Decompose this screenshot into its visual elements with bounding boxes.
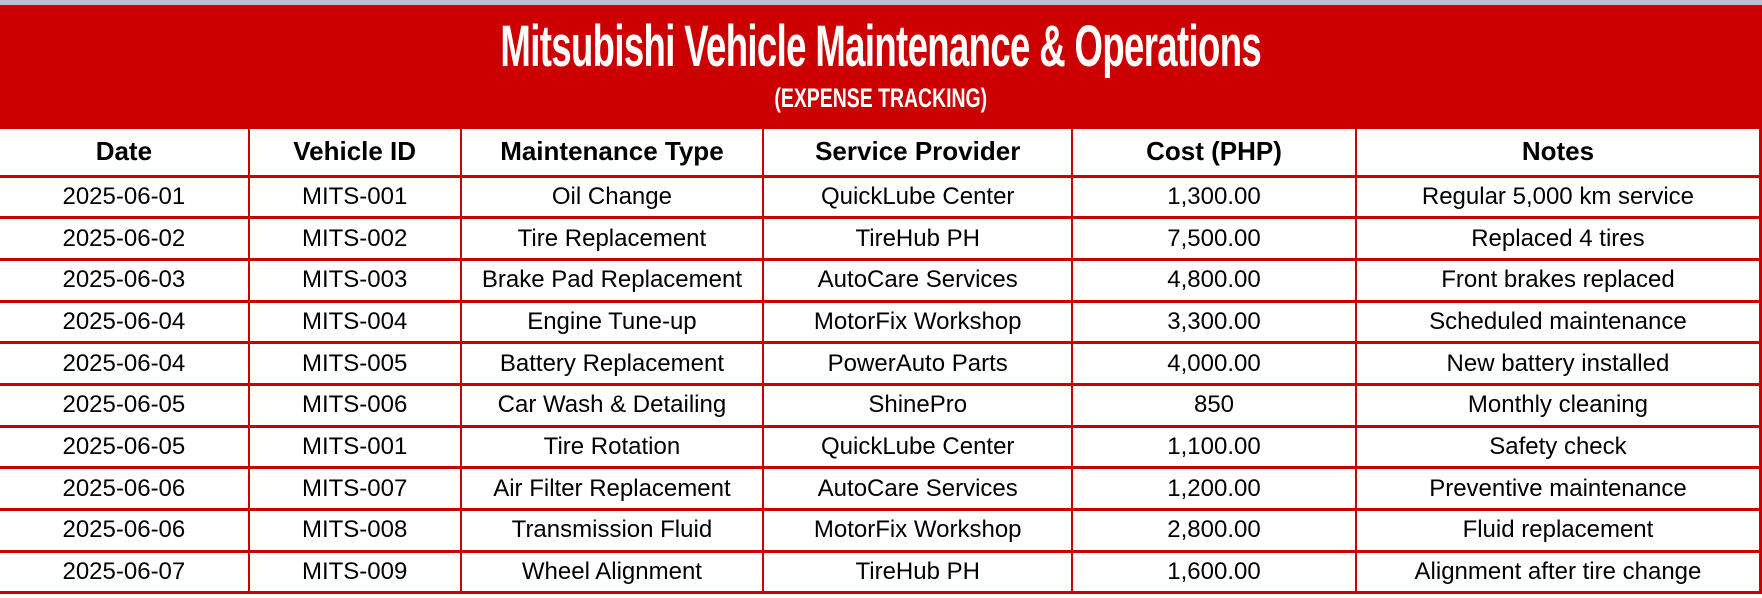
- table-cell: MITS-001: [247, 424, 462, 470]
- table-cell: 1,600.00: [1071, 549, 1357, 595]
- table-cell: Scheduled maintenance: [1354, 299, 1762, 345]
- top-edge-strip: [0, 0, 1762, 5]
- table-row: 2025-06-06 MITS-007 Air Filter Replacement…: [0, 466, 1762, 511]
- table-cell: AutoCare Services: [762, 466, 1074, 511]
- table-cell: MITS-001: [247, 174, 462, 220]
- column-header-vehicle-id: Vehicle ID: [247, 129, 462, 178]
- table-cell: MotorFix Workshop: [762, 299, 1074, 345]
- table-header: Date Vehicle ID Maintenance Type Service Pr…: [0, 129, 1762, 178]
- table-cell: Fluid replacement: [1354, 508, 1762, 553]
- table-cell: AutoCare Services: [762, 257, 1074, 303]
- column-header-service-provider: Service Provider: [762, 129, 1074, 178]
- column-header-maintenance-type: Maintenance Type: [459, 129, 765, 178]
- table-cell: 2,800.00: [1071, 508, 1357, 553]
- table-cell: Front brakes replaced: [1354, 257, 1762, 303]
- table-cell: Tire Replacement: [459, 216, 765, 261]
- table-row: 2025-06-04 MITS-005 Battery Replacement Pow…: [0, 341, 1762, 386]
- table-cell: 2025-06-02: [0, 216, 250, 261]
- table-cell: 2025-06-05: [0, 382, 250, 428]
- table-cell: TireHub PH: [762, 216, 1074, 261]
- table-cell: Engine Tune-up: [459, 299, 765, 345]
- table-cell: Monthly cleaning: [1354, 382, 1762, 428]
- table-cell: 7,500.00: [1071, 216, 1357, 261]
- table-cell: 2025-06-06: [0, 508, 250, 553]
- table-cell: Safety check: [1354, 424, 1762, 470]
- table-cell: Battery Replacement: [459, 341, 765, 386]
- table-cell: 1,200.00: [1071, 466, 1357, 511]
- table-cell: Transmission Fluid: [459, 508, 765, 553]
- table-cell: Alignment after tire change: [1354, 549, 1762, 595]
- table-cell: MITS-003: [247, 257, 462, 303]
- table-cell: 2025-06-06: [0, 466, 250, 511]
- table-cell: New battery installed: [1354, 341, 1762, 386]
- table-cell: 1,100.00: [1071, 424, 1357, 470]
- title-banner: Mitsubishi Vehicle Maintenance & Operati…: [0, 5, 1762, 129]
- table-cell: MITS-002: [247, 216, 462, 261]
- table-cell: QuickLube Center: [762, 424, 1074, 470]
- table-cell: Car Wash & Detailing: [459, 382, 765, 428]
- table-row: 2025-06-01 MITS-001 Oil Change QuickLube Ce…: [0, 174, 1762, 220]
- page-title: Mitsubishi Vehicle Maintenance & Operati…: [500, 14, 1262, 79]
- table-cell: Wheel Alignment: [459, 549, 765, 595]
- table-row: 2025-06-03 MITS-003 Brake Pad Replacement A…: [0, 257, 1762, 303]
- table-cell: Regular 5,000 km service: [1354, 174, 1762, 220]
- table-cell: 2025-06-04: [0, 341, 250, 386]
- table-row: 2025-06-06 MITS-008 Transmission Fluid Moto…: [0, 508, 1762, 553]
- table-row: 2025-06-02 MITS-002 Tire Replacement TireHu…: [0, 216, 1762, 261]
- table-cell: Preventive maintenance: [1354, 466, 1762, 511]
- table-cell: Air Filter Replacement: [459, 466, 765, 511]
- table-cell: PowerAuto Parts: [762, 341, 1074, 386]
- table-row: 2025-06-05 MITS-001 Tire Rotation QuickLube…: [0, 424, 1762, 470]
- table-cell: 2025-06-03: [0, 257, 250, 303]
- table-cell: MITS-009: [247, 549, 462, 595]
- table-cell: MITS-006: [247, 382, 462, 428]
- table-row: 2025-06-07 MITS-009 Wheel Alignment TireHub…: [0, 549, 1762, 595]
- table-cell: Brake Pad Replacement: [459, 257, 765, 303]
- table-body: 2025-06-01 MITS-001 Oil Change QuickLube Ce…: [0, 174, 1762, 595]
- table-row: 2025-06-04 MITS-004 Engine Tune-up MotorFix…: [0, 299, 1762, 345]
- table-cell: 2025-06-04: [0, 299, 250, 345]
- column-header-date: Date: [0, 129, 250, 178]
- table-cell: 2025-06-05: [0, 424, 250, 470]
- table-cell: 4,800.00: [1071, 257, 1357, 303]
- table-cell: MITS-008: [247, 508, 462, 553]
- page-subtitle: (EXPENSE TRACKING): [774, 83, 988, 113]
- column-header-notes: Notes: [1354, 129, 1762, 178]
- table-cell: MITS-007: [247, 466, 462, 511]
- table-cell: Replaced 4 tires: [1354, 216, 1762, 261]
- table-cell: 1,300.00: [1071, 174, 1357, 220]
- table-cell: MotorFix Workshop: [762, 508, 1074, 553]
- table-cell: 2025-06-07: [0, 549, 250, 595]
- table-cell: 3,300.00: [1071, 299, 1357, 345]
- table-cell: MITS-004: [247, 299, 462, 345]
- table-row: 2025-06-05 MITS-006 Car Wash & Detailing Sh…: [0, 382, 1762, 428]
- table-cell: QuickLube Center: [762, 174, 1074, 220]
- table-cell: ShinePro: [762, 382, 1074, 428]
- table-header-row: Date Vehicle ID Maintenance Type Service Pr…: [0, 129, 1762, 178]
- table-cell: 2025-06-01: [0, 174, 250, 220]
- table-cell: 4,000.00: [1071, 341, 1357, 386]
- table-cell: Tire Rotation: [459, 424, 765, 470]
- table-cell: 850: [1071, 382, 1357, 428]
- table-cell: TireHub PH: [762, 549, 1074, 595]
- table-cell: Oil Change: [459, 174, 765, 220]
- table-cell: MITS-005: [247, 341, 462, 386]
- column-header-cost-php: Cost (PHP): [1071, 129, 1357, 178]
- expense-table: Date Vehicle ID Maintenance Type Service Pr…: [0, 129, 1762, 595]
